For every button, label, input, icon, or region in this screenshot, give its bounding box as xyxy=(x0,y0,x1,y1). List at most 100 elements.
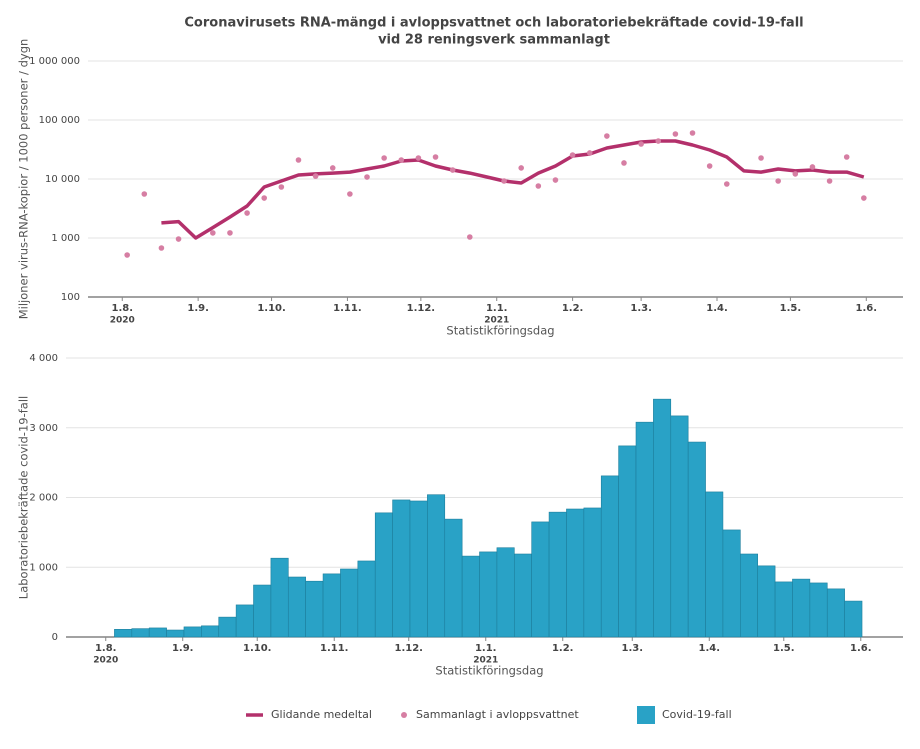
point xyxy=(638,141,644,147)
y-tick-label: 0 xyxy=(52,632,58,643)
bar xyxy=(531,521,550,638)
point xyxy=(758,155,764,161)
y-tick-label: 1 000 xyxy=(29,562,58,573)
bar xyxy=(114,629,133,638)
point xyxy=(227,230,233,236)
bar xyxy=(826,588,845,638)
legend-swatch xyxy=(401,712,407,718)
point xyxy=(689,130,696,136)
point xyxy=(312,173,319,179)
point xyxy=(843,154,850,160)
point xyxy=(158,245,165,251)
bar xyxy=(461,555,480,638)
x-tick-label: 1.5. xyxy=(780,303,802,314)
point xyxy=(467,234,473,240)
bar xyxy=(270,557,289,638)
bar xyxy=(740,553,759,638)
x-year-label: 2020 xyxy=(110,316,135,326)
y-tick-label: 1 000 xyxy=(51,233,80,244)
bar xyxy=(357,560,376,638)
point xyxy=(586,150,593,156)
bar xyxy=(774,581,793,638)
x-year-label: 2021 xyxy=(484,316,509,326)
bar xyxy=(566,508,585,638)
point xyxy=(141,191,148,197)
point xyxy=(175,236,182,242)
bar xyxy=(322,573,341,638)
x-tick-label: 1.5. xyxy=(773,643,795,654)
point xyxy=(792,171,799,177)
bar xyxy=(844,600,863,638)
point xyxy=(381,155,387,161)
x-tick-label: 1.2. xyxy=(562,303,584,314)
x-tick-label: 1.9. xyxy=(172,643,194,654)
bar xyxy=(131,628,150,638)
x-tick-label: 1.2. xyxy=(552,643,574,654)
point xyxy=(261,195,268,201)
x-year-label: 2020 xyxy=(93,656,118,666)
bar xyxy=(374,512,393,638)
legend-swatch xyxy=(637,706,655,724)
y-tick-label: 3 000 xyxy=(29,423,58,434)
y-axis-title: Miljoner virus-RNA-kopior / 1000 persone… xyxy=(17,39,31,320)
point xyxy=(518,165,524,171)
point xyxy=(604,133,610,139)
bar xyxy=(792,578,811,638)
chart-title: vid 28 reningsverk sammanlagt xyxy=(378,33,610,48)
chart-title: Coronavirusets RNA-mängd i avloppsvattne… xyxy=(184,16,803,31)
bar xyxy=(757,565,776,638)
point xyxy=(621,160,627,166)
legend-label: Sammanlagt i avloppsvattnet xyxy=(416,708,579,721)
x-tick-label: 1.12. xyxy=(395,643,423,654)
x-tick-label: 1.12. xyxy=(407,303,435,314)
point xyxy=(244,210,250,216)
y-tick-label: 2 000 xyxy=(29,493,58,504)
bar xyxy=(496,547,515,638)
point xyxy=(364,174,370,180)
y-axis-title: Laboratoriebekräftade covid-19-fall xyxy=(17,396,31,599)
point xyxy=(501,178,507,184)
x-axis-title: Statistikföringsdag xyxy=(435,664,543,678)
bar xyxy=(340,568,359,638)
bar xyxy=(600,475,619,638)
legend-label: Covid-19-fall xyxy=(662,708,732,721)
point xyxy=(826,178,833,184)
x-tick-label: 1.3. xyxy=(630,303,652,314)
legend-label: Glidande medeltal xyxy=(271,708,372,721)
point xyxy=(210,230,216,236)
y-tick-label: 100 xyxy=(61,292,80,303)
x-year-label: 2021 xyxy=(473,656,498,666)
bar xyxy=(392,499,411,638)
x-tick-label: 1.1. xyxy=(486,303,508,314)
x-tick-label: 1.10. xyxy=(257,303,285,314)
bar xyxy=(444,518,463,638)
y-tick-label: 4 000 xyxy=(29,353,58,364)
bar xyxy=(218,616,237,638)
x-tick-label: 1.4. xyxy=(706,303,728,314)
y-tick-label: 1 000 000 xyxy=(29,56,80,67)
point xyxy=(535,183,542,189)
x-tick-label: 1.4. xyxy=(699,643,721,654)
bar xyxy=(148,627,167,638)
bar xyxy=(653,398,672,638)
bar xyxy=(166,629,185,638)
point xyxy=(432,154,439,160)
point xyxy=(569,152,576,158)
x-tick-label: 1.9. xyxy=(187,303,209,314)
x-tick-label: 1.6. xyxy=(850,643,872,654)
bar xyxy=(705,491,724,638)
bar xyxy=(305,580,324,638)
x-axis-title: Statistikföringsdag xyxy=(446,324,554,338)
bar xyxy=(583,507,602,638)
point xyxy=(124,252,130,258)
point xyxy=(723,181,730,187)
bar xyxy=(183,626,202,638)
x-tick-label: 1.1. xyxy=(475,643,497,654)
point xyxy=(329,165,336,171)
point xyxy=(347,191,353,197)
point xyxy=(655,138,662,144)
bar xyxy=(479,551,498,638)
bar xyxy=(687,441,706,638)
bar xyxy=(201,625,220,638)
